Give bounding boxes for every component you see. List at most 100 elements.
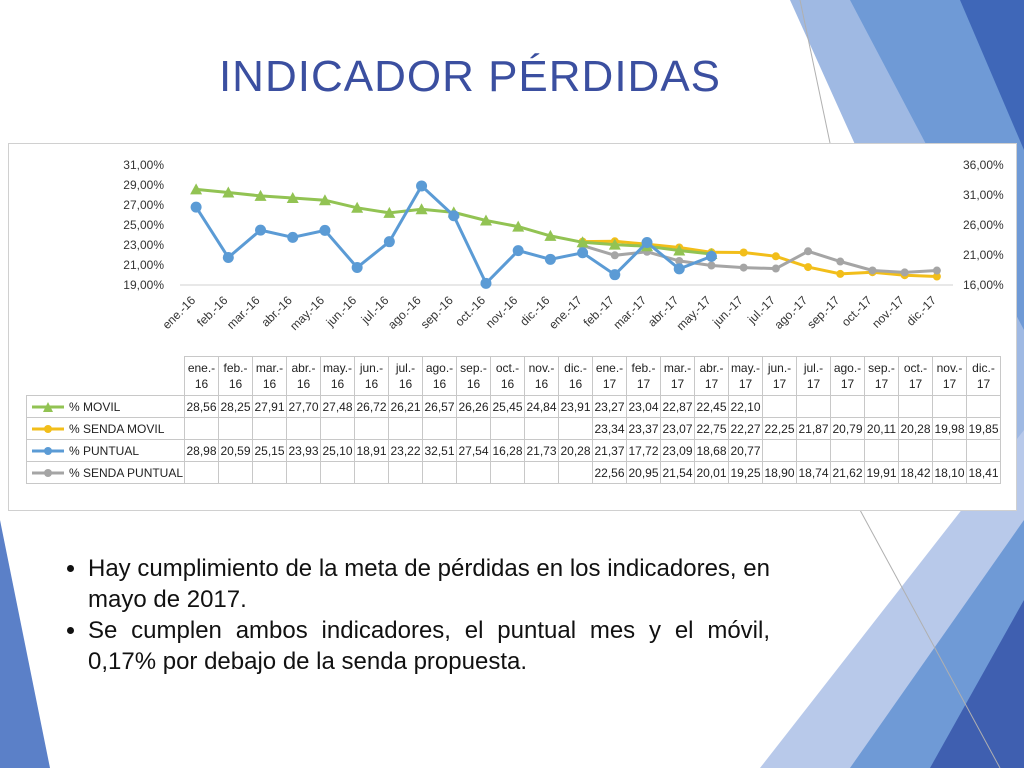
- x-axis-tick-label: mar.-17: [610, 293, 649, 332]
- table-value-cell: [864, 439, 899, 462]
- x-axis-tick-label: mar.-16: [224, 293, 263, 332]
- table-value-cell: 18,91: [354, 439, 389, 462]
- data-point-marker: [544, 253, 556, 265]
- x-axis-tick-label: oct.-17: [839, 293, 875, 329]
- left-axis-tick-label: 21,00%: [123, 258, 164, 272]
- table-value-cell: 26,26: [456, 395, 491, 418]
- slide-title: INDICADOR PÉRDIDAS: [218, 52, 722, 101]
- data-point-marker: [415, 203, 428, 215]
- left-axis-tick-label: 19,00%: [123, 278, 164, 292]
- data-point-marker: [739, 263, 748, 272]
- table-header-cell: ago.- 16: [422, 356, 457, 396]
- table-value-cell: 32,51: [422, 439, 457, 462]
- table-header-cell: oct.- 17: [898, 356, 933, 396]
- table-value-cell: [422, 461, 457, 484]
- table-value-cell: [932, 395, 967, 418]
- table-header-cell: mar.- 17: [660, 356, 695, 396]
- table-header-cell: jun.- 17: [762, 356, 797, 396]
- table-header-cell: jul.- 16: [388, 356, 423, 396]
- table-header-row: ene.- 16 feb.- 16 mar.- 16 abr.- 16 may.- 16 jun.-…: [27, 356, 1001, 396]
- table-value-cell: 20,95: [626, 461, 661, 484]
- x-axis-tick-label: oct.-16: [452, 293, 488, 329]
- table-value-cell: 23,22: [388, 439, 423, 462]
- table-value-cell: 23,07: [660, 417, 695, 440]
- table-header-cell: feb.- 16: [218, 356, 253, 396]
- table-value-cell: [762, 439, 797, 462]
- right-axis-tick-label: 36,00%: [963, 158, 1004, 172]
- table-value-cell: 20,28: [898, 417, 933, 440]
- table-header-cell: dic.- 17: [966, 356, 1001, 396]
- data-point-marker: [479, 214, 492, 226]
- table-value-cell: 18,74: [796, 461, 831, 484]
- table-header-cell: ene.- 17: [592, 356, 627, 396]
- table-value-cell: 20,01: [694, 461, 729, 484]
- legend-key-marker: [43, 402, 53, 413]
- data-point-marker: [675, 256, 684, 265]
- data-point-marker: [287, 231, 299, 243]
- data-point-marker: [609, 269, 621, 281]
- data-point-marker: [255, 224, 267, 236]
- bottom-right-thin-line: [859, 509, 1001, 768]
- table-value-cell: 21,54: [660, 461, 695, 484]
- chart-data-table: ene.- 16 feb.- 16 mar.- 16 abr.- 16 may.- 16 jun.-…: [26, 356, 1001, 484]
- data-point-marker: [190, 183, 203, 195]
- legend-key-icon: [32, 402, 64, 413]
- table-value-cell: [456, 461, 491, 484]
- table-value-cell: 18,68: [694, 439, 729, 462]
- data-point-marker: [836, 269, 845, 278]
- data-point-marker: [771, 264, 780, 273]
- series-name: % SENDA PUNTUAL: [69, 465, 184, 480]
- bottom-right-shape-dark: [930, 600, 1024, 768]
- data-point-marker: [608, 238, 621, 250]
- table-value-cell: 19,98: [932, 417, 967, 440]
- table-value-cell: 27,70: [286, 395, 321, 418]
- data-point-marker: [351, 262, 363, 274]
- legend-key-marker: [44, 469, 52, 478]
- series-legend-cell: % MOVIL: [26, 395, 185, 418]
- top-right-shape-dark: [960, 0, 1024, 150]
- bullet-2: Se cumplen ambos indicadores, el puntual…: [88, 615, 770, 677]
- table-value-cell: 19,25: [728, 461, 763, 484]
- table-value-cell: 25,10: [320, 439, 355, 462]
- data-point-marker: [416, 180, 428, 192]
- table-value-cell: 21,87: [796, 417, 831, 440]
- table-value-cell: 22,75: [694, 417, 729, 440]
- table-value-cell: [524, 417, 559, 440]
- x-axis-tick-label: ene.-17: [546, 293, 585, 332]
- table-value-cell: [252, 417, 287, 440]
- table-value-cell: [966, 439, 1001, 462]
- table-value-cell: [252, 461, 287, 484]
- series-legend-cell: % SENDA MOVIL: [26, 417, 185, 440]
- table-value-cell: [388, 417, 423, 440]
- right-axis-tick-label: 16,00%: [963, 278, 1004, 292]
- data-point-marker: [222, 251, 234, 263]
- chart-container: 31,00% 29,00% 27,00% 25,00% 23,00% 21,00% 19,0…: [8, 143, 1017, 511]
- data-point-marker: [544, 229, 557, 241]
- table-header-cell: ago.- 17: [830, 356, 865, 396]
- x-axis-tick-label: jun.-16: [323, 293, 360, 330]
- series-name: % MOVIL: [69, 399, 121, 414]
- table-header-cell: jun.- 16: [354, 356, 389, 396]
- table-value-cell: 18,42: [898, 461, 933, 484]
- bullet-1: Hay cumplimiento de la meta de pérdidas …: [88, 553, 770, 615]
- data-point-marker: [318, 194, 331, 206]
- table-value-cell: [184, 417, 219, 440]
- table-value-cell: 23,34: [592, 417, 627, 440]
- table-value-cell: 28,98: [184, 439, 219, 462]
- table-value-cell: 28,56: [184, 395, 219, 418]
- table-value-cell: [932, 439, 967, 462]
- table-header-cell: abr.- 16: [286, 356, 321, 396]
- left-axis-tick-label: 31,00%: [123, 158, 164, 172]
- table-value-cell: 18,10: [932, 461, 967, 484]
- table-header-cell: abr.- 17: [694, 356, 729, 396]
- table-header-cell: may.- 16: [320, 356, 355, 396]
- data-point-marker: [673, 244, 686, 256]
- x-axis-tick-label: dic.-17: [904, 293, 940, 329]
- legend-key-icon: [32, 447, 64, 456]
- table-value-cell: [320, 461, 355, 484]
- x-axis-tick-label: sep.-17: [804, 293, 842, 331]
- table-value-cell: [898, 395, 933, 418]
- data-point-marker: [448, 210, 460, 222]
- table-value-cell: 23,91: [558, 395, 593, 418]
- table-value-cell: 22,56: [592, 461, 627, 484]
